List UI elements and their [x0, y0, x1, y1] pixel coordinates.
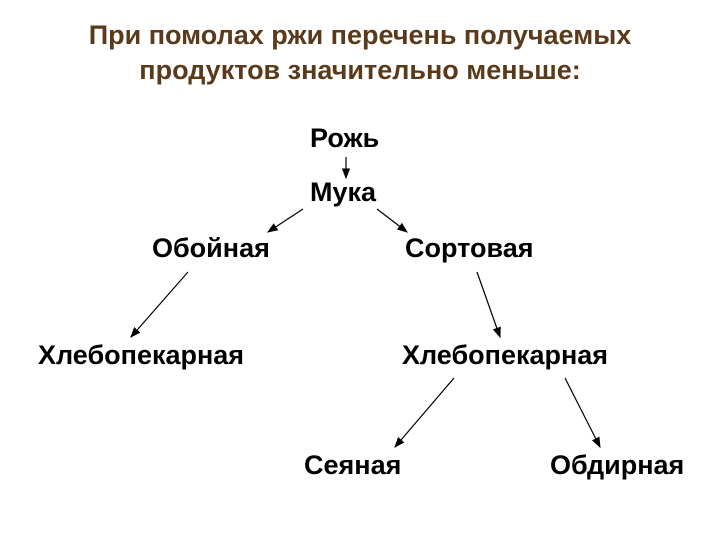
diagram-title: При помолах ржи перечень получаемых прод…: [55, 18, 665, 88]
edge-baking_right-peeled: [565, 378, 600, 447]
node-wallpaper: Обойная: [152, 233, 270, 264]
edge-graded-baking_right: [477, 272, 500, 337]
title-line2: продуктов значительно меньше:: [139, 55, 580, 85]
node-rye: Рожь: [310, 123, 379, 154]
edge-flour-wallpaper: [268, 209, 303, 232]
node-flour: Мука: [310, 177, 376, 208]
node-baking-left: Хлебопекарная: [38, 340, 244, 371]
edge-wallpaper-baking_left: [131, 272, 188, 337]
node-baking-right: Хлебопекарная: [402, 340, 608, 371]
node-peeled: Обдирная: [550, 450, 684, 481]
node-graded: Сортовая: [405, 233, 534, 264]
edge-baking_right-sifted: [395, 378, 454, 447]
node-sifted: Сеяная: [304, 450, 401, 481]
edge-flour-graded: [377, 209, 407, 232]
title-line1: При помолах ржи перечень получаемых: [89, 20, 632, 50]
